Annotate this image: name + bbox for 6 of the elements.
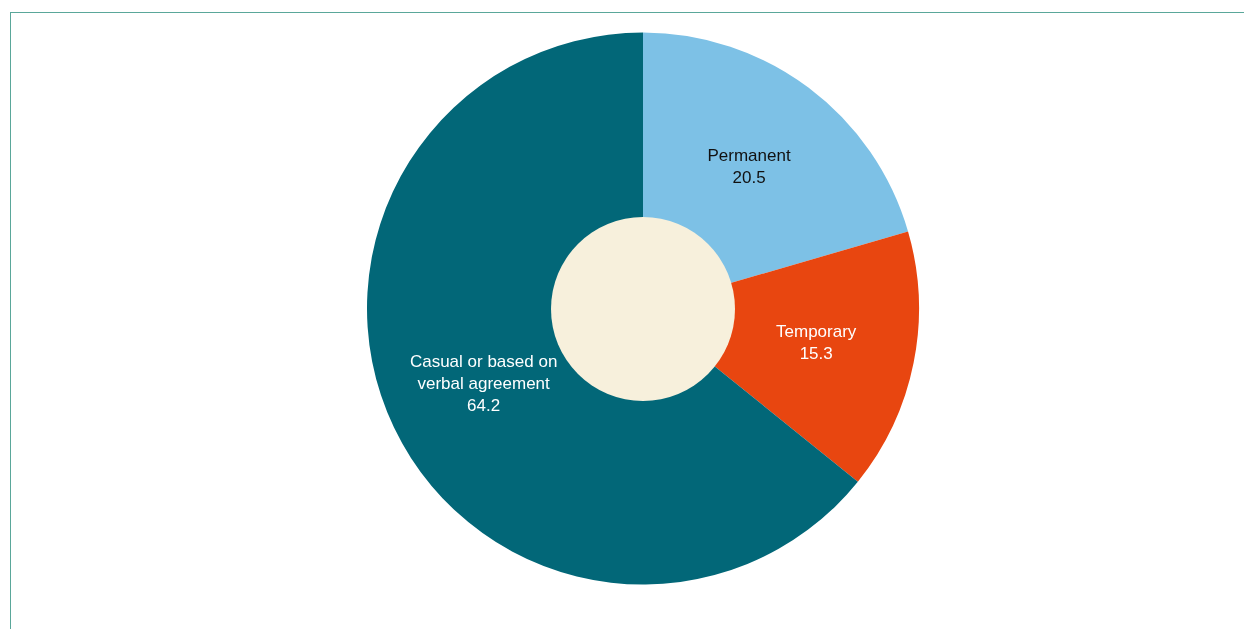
slice-label: Casual or based on verbal agreement [409,352,558,394]
slice-label: Permanent [707,145,791,165]
data-label: 64.2 [467,396,501,416]
data-label: 15.3 [799,343,833,363]
slice-label: Temporary [776,321,857,341]
data-label: 20.5 [732,167,766,187]
